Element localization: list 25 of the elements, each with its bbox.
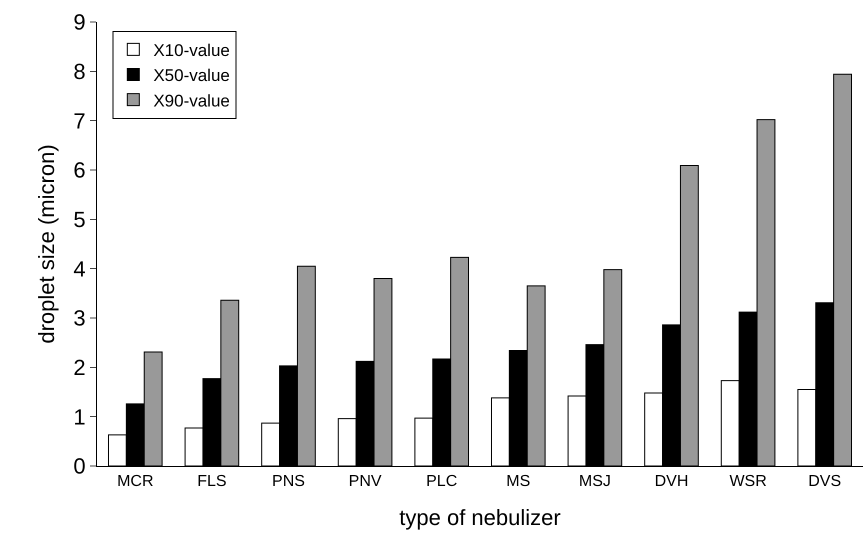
legend-label: X10-value <box>153 41 230 60</box>
y-tick-label: 0 <box>73 454 86 479</box>
x-tick-label: DVS <box>808 473 842 490</box>
y-tick-label: 2 <box>73 355 86 380</box>
y-tick-label: 7 <box>73 108 86 134</box>
y-tick-label: 4 <box>73 256 86 282</box>
y-tick-label: 8 <box>73 59 86 84</box>
x-tick-label: WSR <box>729 473 767 490</box>
x-tick-label: PLC <box>426 473 458 490</box>
x-tick-label: PNV <box>348 473 382 490</box>
x-tick-label: MSJ <box>578 473 611 490</box>
x-axis-title: type of nebulizer <box>399 505 561 530</box>
x-tick-label: DVH <box>654 473 688 490</box>
y-tick-label: 6 <box>73 158 86 183</box>
x-tick-label: FLS <box>197 473 227 490</box>
y-tick-label: 3 <box>73 306 86 331</box>
y-tick-label: 9 <box>73 10 86 35</box>
y-tick-label: 5 <box>73 207 86 232</box>
legend-label: X50-value <box>153 66 230 86</box>
y-axis-title: droplet size (micron) <box>34 144 60 344</box>
y-tick-label: 1 <box>73 404 86 430</box>
legend-label: X90-value <box>153 91 230 110</box>
x-tick-label: MS <box>506 473 530 490</box>
x-tick-label: MCR <box>117 473 154 490</box>
x-tick-label: PNS <box>272 473 305 490</box>
